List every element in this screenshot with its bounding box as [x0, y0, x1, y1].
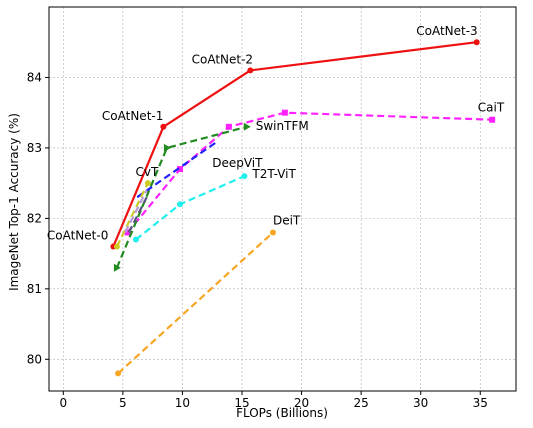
x-axis-label: FLOPs (Billions) — [236, 406, 328, 420]
data-point — [489, 116, 496, 123]
y-tick-label: 80 — [27, 352, 42, 366]
point-label: CoAtNet-2 — [192, 52, 253, 66]
data-point — [473, 39, 480, 46]
data-point — [132, 236, 139, 243]
data-point — [269, 229, 276, 236]
data-point — [160, 123, 167, 130]
y-tick-label: 82 — [27, 211, 42, 225]
x-tick-label: 0 — [59, 396, 67, 410]
x-tick-label: 20 — [294, 396, 309, 410]
data-point — [163, 143, 171, 152]
x-tick-label: 10 — [175, 396, 190, 410]
data-point — [144, 180, 151, 187]
point-label: CoAtNet-3 — [416, 24, 477, 38]
x-tick-label: 35 — [473, 396, 488, 410]
data-point — [113, 243, 120, 250]
plot-frame — [48, 6, 517, 392]
data-point — [177, 201, 184, 208]
point-label: CoAtNet-1 — [102, 109, 163, 123]
series-line — [115, 182, 149, 248]
point-labels: CoAtNet-0 CoAtNet-1 CoAtNet-2 CoAtNet-3 CaiT… — [47, 24, 505, 242]
series-line — [136, 139, 219, 199]
point-label: T2T-ViT — [251, 167, 296, 181]
data-point — [225, 123, 232, 130]
series-line — [112, 41, 477, 248]
data-point — [281, 109, 288, 116]
data-point — [241, 173, 248, 180]
data-point — [124, 229, 131, 236]
point-label: DeepViT — [212, 156, 263, 170]
point-label: CvT — [135, 165, 158, 179]
axes: 0 5 10 15 20 25 30 35 80 81 82 83 84 — [27, 6, 517, 410]
y-tick-label: 81 — [27, 282, 42, 296]
x-tick-label: 15 — [234, 396, 249, 410]
data-point — [115, 370, 122, 377]
data-point — [243, 122, 251, 131]
grid — [49, 7, 516, 391]
x-tick-label: 5 — [119, 396, 127, 410]
data-point — [247, 67, 254, 74]
data-point — [113, 263, 121, 272]
point-label: CaiT — [478, 101, 505, 115]
point-label: CoAtNet-0 — [47, 229, 108, 243]
series-line — [117, 231, 274, 375]
x-tick-label: 30 — [413, 396, 428, 410]
series-line — [124, 189, 148, 233]
y-axis-label: ImageNet Top-1 Accuracy (%) — [7, 113, 21, 291]
data-point — [177, 166, 184, 173]
point-label: DeiT — [273, 213, 301, 227]
series-line — [127, 196, 148, 233]
y-tick-label: 83 — [27, 141, 42, 155]
y-tick-label: 84 — [27, 70, 42, 84]
series-lines — [110, 39, 496, 377]
point-label: SwinTFM — [256, 119, 309, 133]
x-tick-label: 25 — [353, 396, 368, 410]
